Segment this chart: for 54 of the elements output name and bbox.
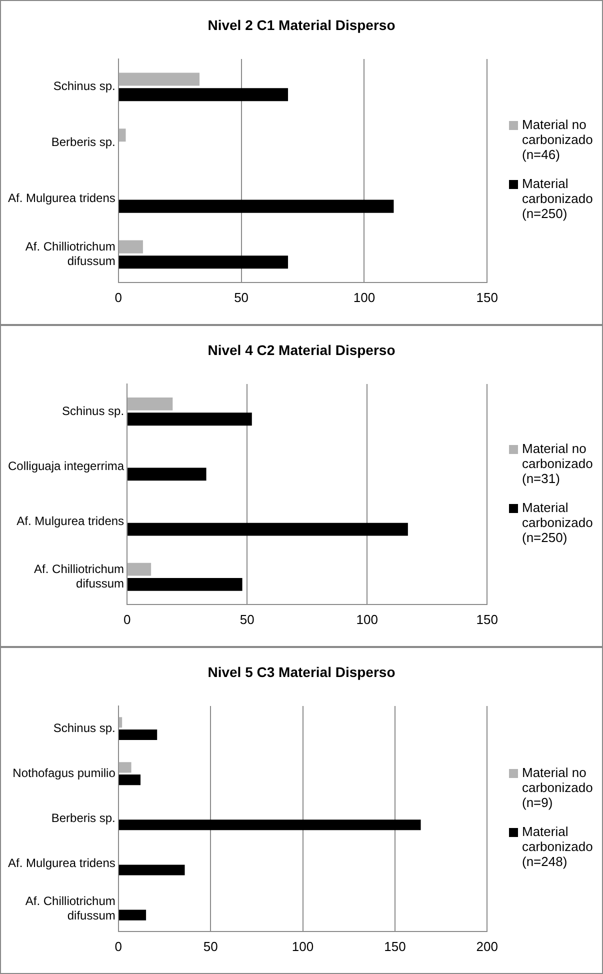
chart-title: Nivel 4 C2 Material Disperso xyxy=(206,342,396,358)
x-tick-label: 150 xyxy=(476,612,498,627)
y-tick-label: Af. Chilliotrichum difussum xyxy=(25,894,116,922)
bar xyxy=(118,864,185,876)
x-tick-label: 50 xyxy=(240,612,254,627)
bar xyxy=(128,522,408,536)
legend-label: Material no carbonizado (n=46) xyxy=(522,117,594,162)
y-tick-label: Schinus sp. xyxy=(62,404,124,418)
y-tick-label: Af. Mulgurea tridens xyxy=(8,190,116,205)
x-tick-label: 50 xyxy=(203,938,218,954)
y-tick-label: Berberis sp. xyxy=(51,811,116,826)
bar xyxy=(118,72,200,86)
x-tick-label: 100 xyxy=(356,612,378,627)
legend-label: Material carbonizado (n=250) xyxy=(522,500,594,545)
legend-label: Material no carbonizado (n=31) xyxy=(522,441,594,486)
bar xyxy=(128,412,252,426)
bar xyxy=(128,562,152,576)
y-tick-label: Colliguaja integerrima xyxy=(8,458,124,473)
x-tick-label: 150 xyxy=(384,938,406,954)
y-tick-label: Berberis sp. xyxy=(51,135,116,150)
bar xyxy=(118,256,288,269)
bar xyxy=(118,88,288,102)
bar xyxy=(128,398,173,410)
bar xyxy=(128,578,242,591)
y-tick-label: Af. Chilliotrichum difussum xyxy=(25,240,116,268)
bar xyxy=(118,774,141,786)
x-tick-label: 0 xyxy=(114,290,122,305)
legend-label: Material carbonizado (n=248) xyxy=(522,824,594,869)
x-tick-label: 150 xyxy=(476,290,498,305)
y-tick-label: Nothofagus pumilio xyxy=(12,766,116,780)
bar xyxy=(118,820,421,830)
bar xyxy=(118,240,143,254)
bar xyxy=(128,468,206,481)
x-tick-label: 100 xyxy=(353,290,376,305)
x-tick-label: 0 xyxy=(114,938,122,954)
x-tick-label: 100 xyxy=(292,938,314,954)
legend-label: Material carbonizado (n=250) xyxy=(522,176,594,221)
y-tick-label: Schinus sp. xyxy=(53,720,116,735)
y-tick-label: Af. Mulgurea tridens xyxy=(8,856,116,870)
chart-title: Nivel 5 C3 Material Disperso xyxy=(206,664,396,680)
x-tick-label: 0 xyxy=(123,612,131,627)
y-tick-label: Af. Mulgurea tridens xyxy=(16,514,124,528)
bar xyxy=(118,729,158,740)
x-tick-label: 50 xyxy=(234,290,249,305)
legend-label: Material no carbonizado (n=9) xyxy=(522,765,594,810)
bar xyxy=(118,762,132,773)
bar xyxy=(118,910,146,920)
chart-title: Nivel 2 C1 Material Disperso xyxy=(206,17,396,33)
bar xyxy=(118,128,126,142)
x-tick-label: 200 xyxy=(476,938,498,954)
y-tick-label: Af. Chilliotrichum difussum xyxy=(34,562,124,590)
bar xyxy=(118,717,122,728)
bar xyxy=(118,200,394,213)
y-tick-label: Schinus sp. xyxy=(53,79,116,94)
